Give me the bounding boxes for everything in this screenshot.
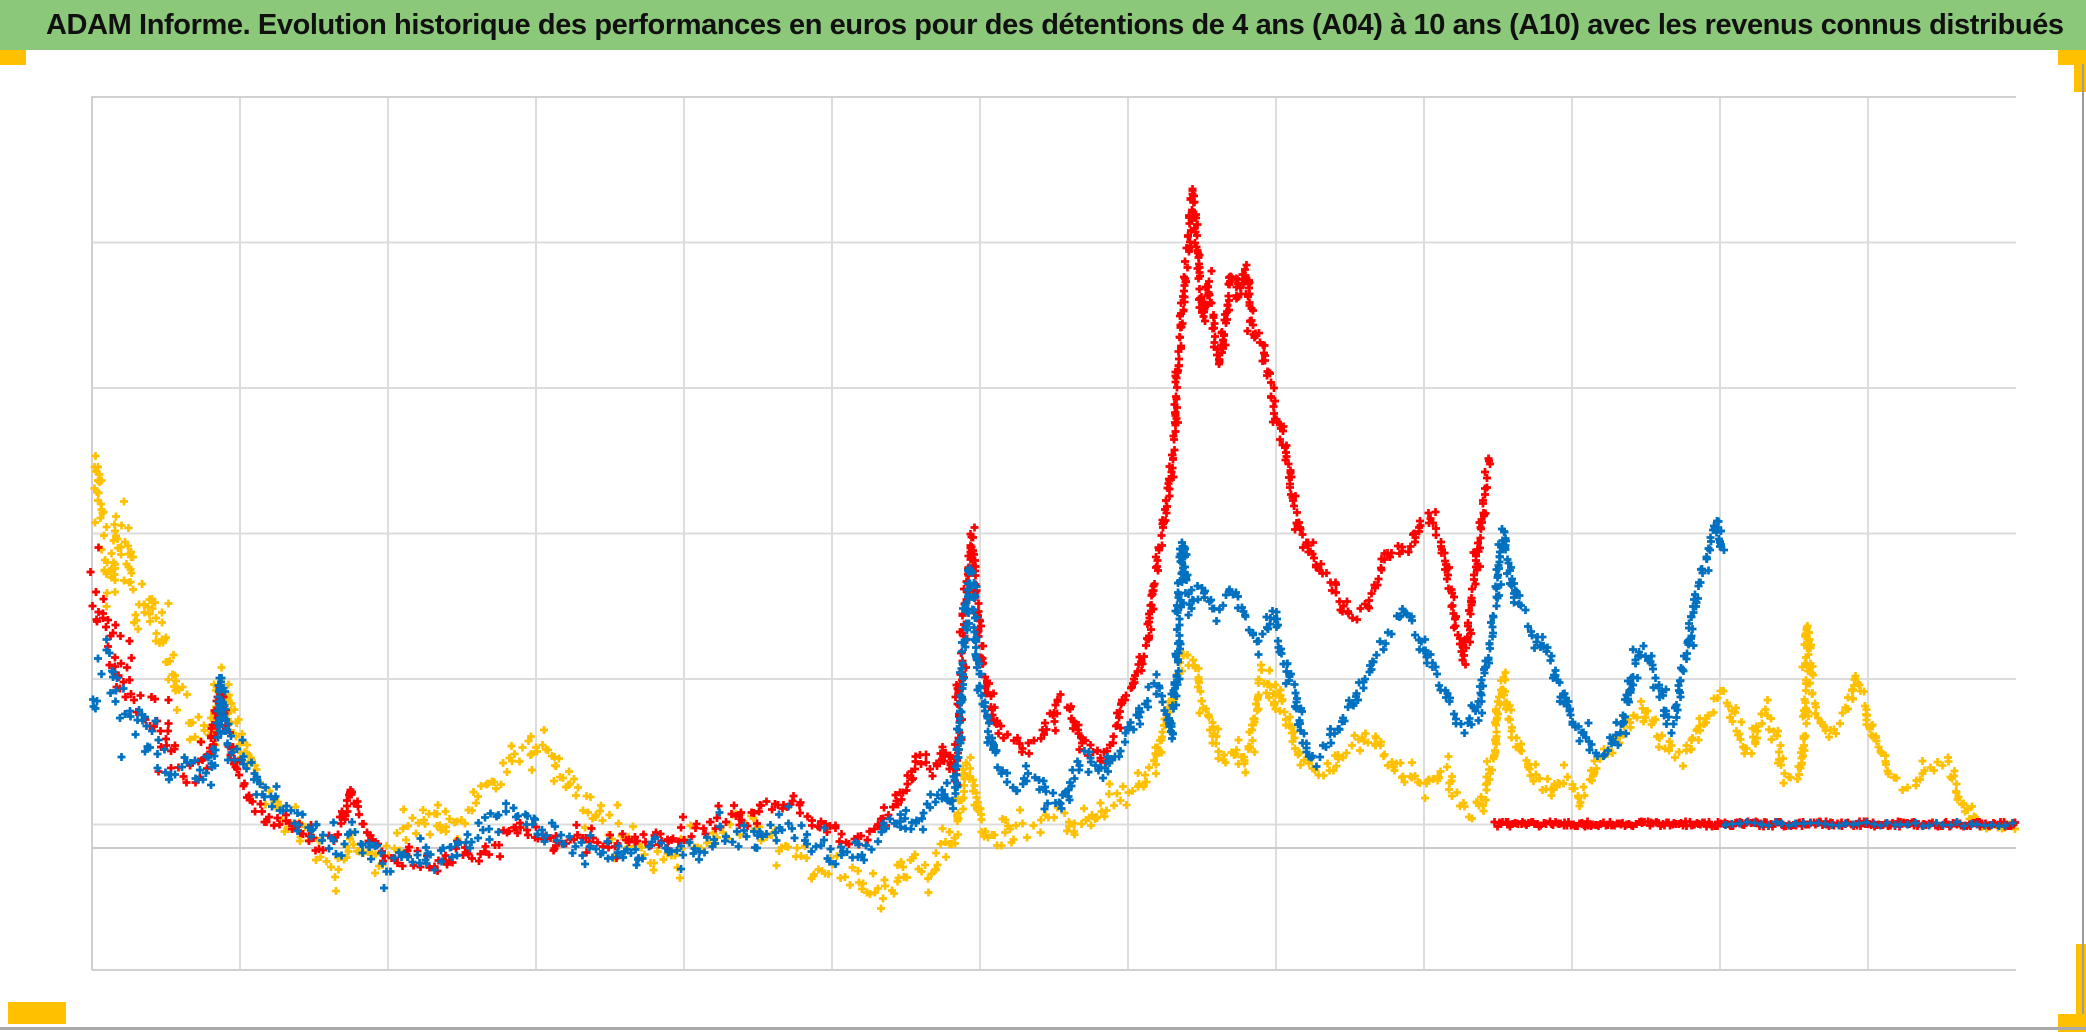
chart-title: ADAM Informe. Evolution historique des p… — [46, 8, 2064, 41]
yellow-corner-top-right-v — [2074, 50, 2086, 92]
yellow-corner-top-left — [0, 50, 26, 65]
yellow-corner-bottom-left — [8, 1002, 66, 1024]
series-red — [86, 185, 2019, 875]
chart-title-bar: ADAM Informe. Evolution historique des p… — [0, 0, 2086, 50]
yellow-corner-bottom-right-v — [2076, 944, 2086, 1032]
page-right-edge — [2082, 64, 2084, 1014]
page-bottom-edge — [0, 1027, 2086, 1030]
series-blue — [89, 517, 2017, 892]
